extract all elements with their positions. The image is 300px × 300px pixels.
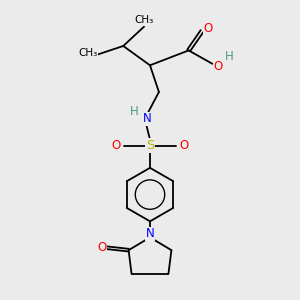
Text: N: N: [146, 227, 154, 240]
Text: H: H: [130, 106, 139, 118]
Text: O: O: [214, 60, 223, 73]
Text: S: S: [146, 139, 154, 152]
Text: H: H: [224, 50, 233, 63]
Text: O: O: [203, 22, 213, 34]
Text: N: N: [143, 112, 152, 125]
Text: O: O: [97, 241, 106, 254]
Text: CH₃: CH₃: [78, 48, 97, 59]
Text: O: O: [111, 139, 120, 152]
Text: O: O: [180, 139, 189, 152]
Text: CH₃: CH₃: [134, 15, 154, 25]
